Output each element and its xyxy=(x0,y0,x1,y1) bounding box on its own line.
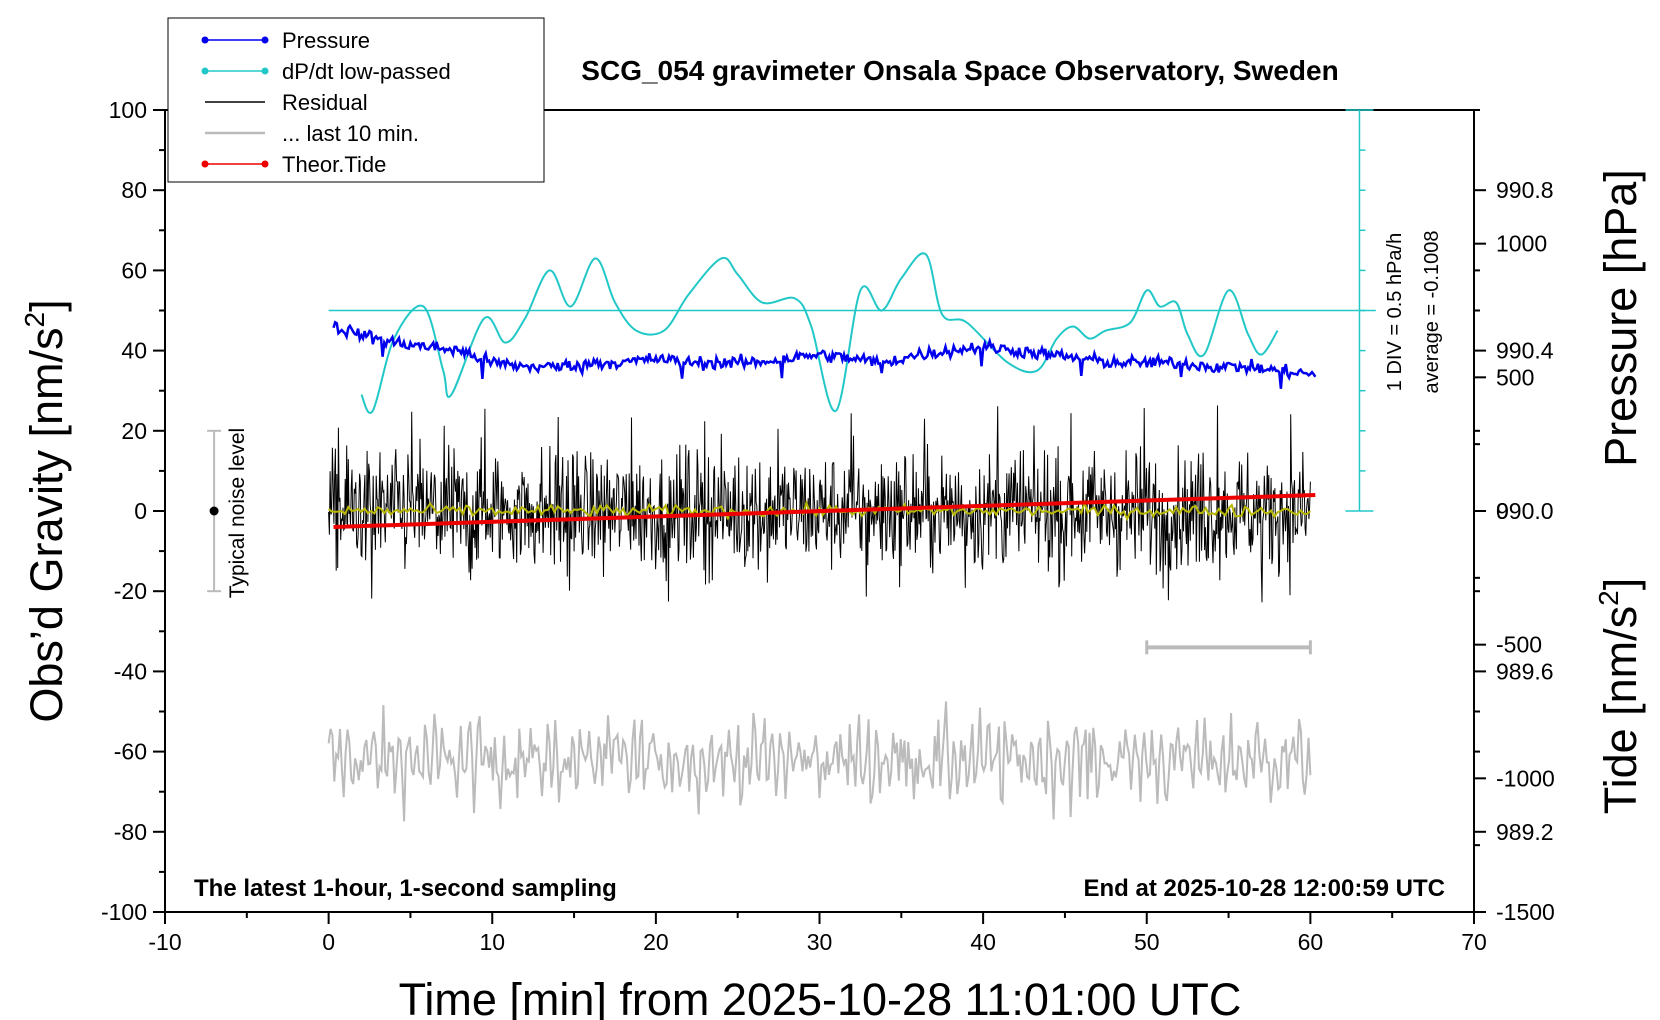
y-axis-label-tide: Tide [nm/s2] xyxy=(1593,578,1646,814)
y-axis-label-tide-end: ] xyxy=(1595,578,1646,591)
y-tick-label-pressure: 989.2 xyxy=(1496,819,1554,845)
legend-label: Theor.Tide xyxy=(282,152,386,177)
legend-items: Pressure dP/dt low-passed Residual ... last… xyxy=(201,28,451,177)
legend-label: dP/dt low-passed xyxy=(282,59,451,84)
y-tick-label-gravity: -100 xyxy=(101,899,147,925)
y-axis-label-pressure: Pressure [hPa] xyxy=(1595,169,1646,467)
legend-marker xyxy=(201,36,209,44)
y-tick-label-gravity: -60 xyxy=(114,739,147,765)
y-axis-label-tide-sup: 2 xyxy=(1593,590,1624,606)
y-tick-label-gravity: 60 xyxy=(121,257,147,283)
y-tick-label-tide: 0 xyxy=(1496,498,1509,524)
noise-level-label: Typical noise level xyxy=(226,428,249,598)
y-tick-label-gravity: 100 xyxy=(109,97,147,123)
series-layer xyxy=(327,109,1376,822)
noise-bar-center-dot xyxy=(209,506,219,516)
y-axis-label-gravity-main: Obs’d Gravity [nm/s xyxy=(21,328,72,723)
series-tide-line xyxy=(333,493,1316,529)
legend-label: ... last 10 min. xyxy=(282,121,419,146)
y-tick-label-pressure: 989.6 xyxy=(1496,658,1554,684)
y-tick-label-pressure: 990.4 xyxy=(1496,338,1554,364)
y-tick-label-tide: -500 xyxy=(1496,632,1542,658)
x-tick-label: 0 xyxy=(322,929,335,955)
x-tick-label: -10 xyxy=(148,929,181,955)
x-tick-label: 20 xyxy=(643,929,669,955)
series-pressure-line xyxy=(332,320,1317,389)
series-last10min-line xyxy=(327,701,1312,822)
annotation-sampling: The latest 1-hour, 1-second sampling xyxy=(194,875,617,902)
y-axis-label-gravity-end: ] xyxy=(21,299,72,312)
y-tick-label-pressure: 990.0 xyxy=(1496,498,1554,524)
legend-marker xyxy=(201,160,209,168)
y-tick-label-gravity: 0 xyxy=(134,498,147,524)
y-axis-label-gravity: Obs’d Gravity [nm/s2] xyxy=(19,299,72,722)
dpdt-scale-label: 1 DIV = 0.5 hPa/h xyxy=(1384,233,1406,391)
series-residual-smoothed-line xyxy=(327,499,1312,522)
y-tick-label-pressure: 990.8 xyxy=(1496,177,1554,203)
dpdt-average-label: average = -0.1008 xyxy=(1421,231,1443,394)
series-residual-line xyxy=(328,405,1311,603)
y-tick-label-tide: 1000 xyxy=(1496,231,1547,257)
x-tick-label: 60 xyxy=(1298,929,1324,955)
y-axis-label-tide-main: Tide [nm/s xyxy=(1595,606,1646,814)
y-tick-label-gravity: 80 xyxy=(121,177,147,203)
x-tick-label: 50 xyxy=(1134,929,1160,955)
y-tick-label-tide: -1000 xyxy=(1496,765,1555,791)
y-tick-label-gravity: -40 xyxy=(114,658,147,684)
legend: Pressure dP/dt low-passed Residual ... last… xyxy=(167,17,545,183)
y-tick-label-gravity: 40 xyxy=(121,338,147,364)
x-tick-label: 10 xyxy=(479,929,505,955)
y-tick-label-tide: -1500 xyxy=(1496,899,1555,925)
y-tick-label-gravity: -20 xyxy=(114,578,147,604)
chart-title: SCG_054 gravimeter Onsala Space Observat… xyxy=(581,55,1338,86)
y-tick-label-gravity: 20 xyxy=(121,418,147,444)
x-tick-label: 70 xyxy=(1461,929,1487,955)
y-tick-label-gravity: -80 xyxy=(114,819,147,845)
legend-label: Pressure xyxy=(282,28,370,53)
legend-marker xyxy=(261,36,269,44)
x-tick-label: 30 xyxy=(807,929,833,955)
annotation-end-time: End at 2025-10-28 12:00:59 UTC xyxy=(1084,875,1446,902)
legend-marker xyxy=(261,67,269,75)
legend-label: Residual xyxy=(282,90,368,115)
legend-marker xyxy=(201,67,209,75)
x-axis-label: Time [min] from 2025-10-28 11:01:00 UTC xyxy=(399,974,1242,1020)
axes-group: -10 0 10 20 30 40 50 60 70-100-80-60-40-20020406… xyxy=(101,97,1555,955)
y-tick-label-tide: 500 xyxy=(1496,364,1534,390)
legend-marker xyxy=(261,160,269,168)
y-axis-label-gravity-sup: 2 xyxy=(19,312,50,328)
series-dpdt-line xyxy=(360,252,1279,414)
x-tick-label: 40 xyxy=(970,929,996,955)
annotation-layer xyxy=(207,429,1312,655)
legend-box xyxy=(167,17,545,183)
